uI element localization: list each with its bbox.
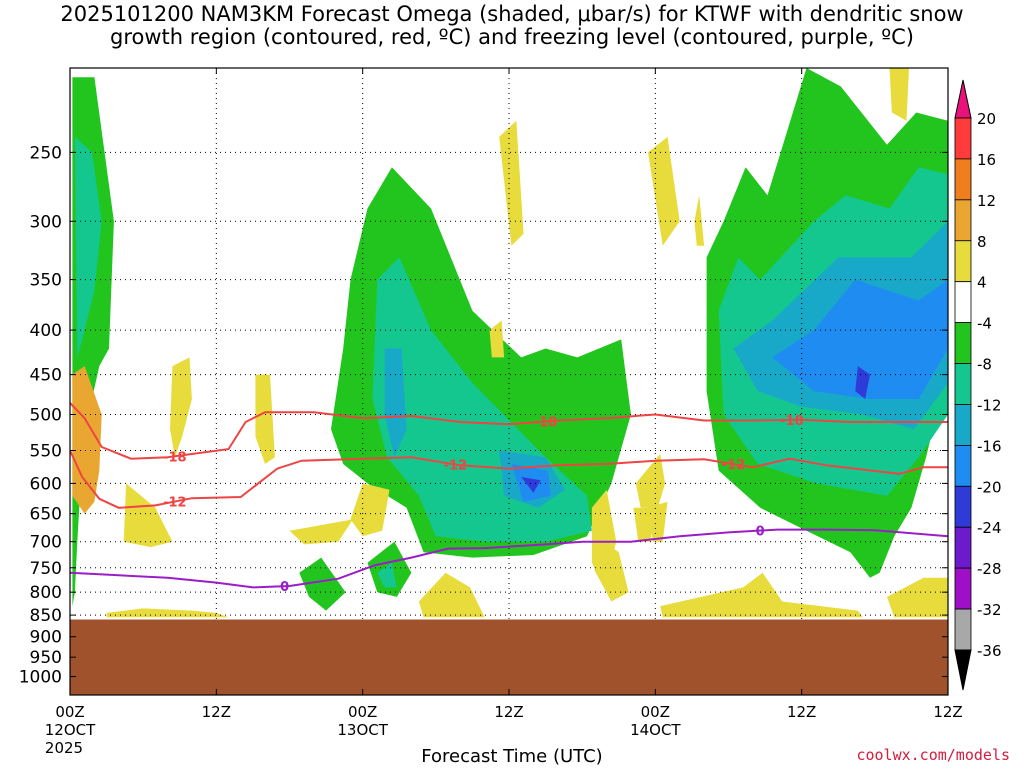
y-tick-label-850: 850 [30, 606, 62, 626]
y-tick-label-450: 450 [30, 366, 62, 386]
colorbar-label-9: -20 [977, 478, 1002, 496]
omega-region-4 [170, 357, 192, 458]
x-axis-label: Forecast Time (UTC) [421, 746, 603, 767]
contour-label--18-0: -18 [163, 450, 187, 465]
contour-label--12-1: -12 [444, 459, 468, 474]
omega-region-1 [74, 136, 102, 358]
omega-region-26 [635, 453, 666, 508]
chart-title-line2: growth region (contoured, red, ºC) and f… [110, 25, 914, 49]
chart-title-line1: 2025101200 NAM3KM Forecast Omega (shaded… [60, 2, 964, 26]
x-tick-label-36: 12Z [933, 703, 962, 721]
contour-label-0-1: 0 [756, 525, 765, 540]
omega-region-33 [633, 507, 656, 542]
contour-0-line [70, 528, 948, 589]
omega-region-21 [418, 572, 485, 618]
omega-region-14 [772, 279, 948, 399]
y-tick-label-1000: 1000 [19, 668, 62, 688]
y-tick-label-950: 950 [30, 648, 62, 668]
y-tick-label-250: 250 [30, 143, 62, 163]
colorbar-label-2: 12 [977, 192, 996, 210]
colorbar-label-11: -28 [977, 560, 1002, 578]
colorbar-label-3: 8 [977, 233, 987, 251]
y-tick-label-500: 500 [30, 405, 62, 425]
x-tick-label-12: 00Z [348, 703, 377, 721]
colorbar-bin-2 [954, 199, 972, 242]
colorbar-bin-6 [954, 363, 972, 405]
colorbar-bottom-arrow [954, 649, 972, 691]
colorbar-label-8: -16 [977, 437, 1002, 455]
omega-region-31 [694, 195, 705, 246]
contour-label-0-0: 0 [280, 580, 289, 595]
y-tick-label-600: 600 [30, 474, 62, 494]
colorbar-label-5: -4 [977, 315, 992, 333]
x-tick-label-6: 12Z [202, 703, 231, 721]
contour--18-line [70, 402, 948, 460]
omega-region-28 [594, 541, 629, 602]
colorbar-bin-1 [954, 158, 972, 201]
omega-region-34 [499, 120, 524, 246]
omega-region-19 [350, 483, 390, 537]
omega-region-27 [106, 608, 229, 618]
colorbar-bin-7 [954, 404, 972, 446]
x-tick-sublabel-24: 14OCT [630, 721, 681, 739]
y-tick-label-650: 650 [30, 505, 62, 525]
colorbar-bin-0 [954, 117, 972, 160]
omega-region-25 [887, 577, 948, 618]
x-tick-label-0: 00Z [55, 703, 84, 721]
contour--12-line [70, 450, 948, 509]
colorbar-label-7: -12 [977, 396, 1002, 414]
contour-label--12-0: -12 [163, 496, 187, 511]
x-tick-label-18: 12Z [494, 703, 523, 721]
colorbar-label-13: -36 [977, 642, 1002, 660]
colorbar-label-4: 4 [977, 274, 987, 292]
contour-label--12-2: -12 [722, 458, 746, 473]
colorbar-bin-4 [954, 281, 972, 324]
colorbar-bin-8 [954, 444, 972, 487]
y-tick-label-800: 800 [30, 583, 62, 603]
omega-region-3 [123, 483, 173, 548]
y-tick-label-750: 750 [30, 559, 62, 579]
colorbar-label-12: -32 [977, 601, 1002, 619]
omega-region-15 [855, 366, 870, 399]
colorbar-label-6: -8 [977, 356, 992, 374]
contour-label--18-1: -18 [534, 415, 558, 430]
colorbar-bin-5 [954, 322, 972, 364]
x-tick-label-24: 00Z [641, 703, 670, 721]
colorbar-bin-12 [954, 608, 972, 651]
x-tick-year-label: 2025 [45, 739, 83, 757]
omega-region-10 [521, 477, 541, 493]
omega-region-29 [255, 374, 275, 464]
y-tick-label-700: 700 [30, 533, 62, 553]
colorbar-bin-11 [954, 567, 972, 610]
omega-region-20 [289, 519, 353, 545]
colorbar-bin-9 [954, 485, 972, 528]
x-tick-sublabel-0: 12OCT [45, 721, 96, 739]
omega-region-24 [660, 572, 863, 618]
y-tick-label-350: 350 [30, 271, 62, 291]
omega-region-35 [489, 320, 505, 358]
omega-region-16 [299, 557, 346, 611]
omega-region-30 [648, 136, 680, 246]
y-tick-label-900: 900 [30, 628, 62, 648]
x-tick-sublabel-12: 13OCT [337, 721, 388, 739]
y-tick-label-300: 300 [30, 212, 62, 232]
colorbar-bin-3 [954, 240, 972, 283]
contour-label--18-2: -18 [780, 414, 804, 429]
colorbar-bin-10 [954, 526, 972, 569]
colorbar-top-arrow [954, 79, 972, 119]
x-tick-label-30: 12Z [787, 703, 816, 721]
y-tick-label-550: 550 [30, 442, 62, 462]
omega-region-7 [384, 348, 407, 458]
omega-region-32 [889, 68, 909, 121]
omega-region-2 [72, 366, 102, 514]
colorbar-label-0: 20 [977, 110, 996, 128]
omega-region-18 [377, 562, 397, 588]
ground-area [70, 619, 948, 695]
colorbar-label-1: 16 [977, 151, 996, 169]
y-tick-label-400: 400 [30, 321, 62, 341]
credit-link[interactable]: coolwx.com/models [856, 746, 1010, 764]
colorbar-label-10: -24 [977, 519, 1002, 537]
